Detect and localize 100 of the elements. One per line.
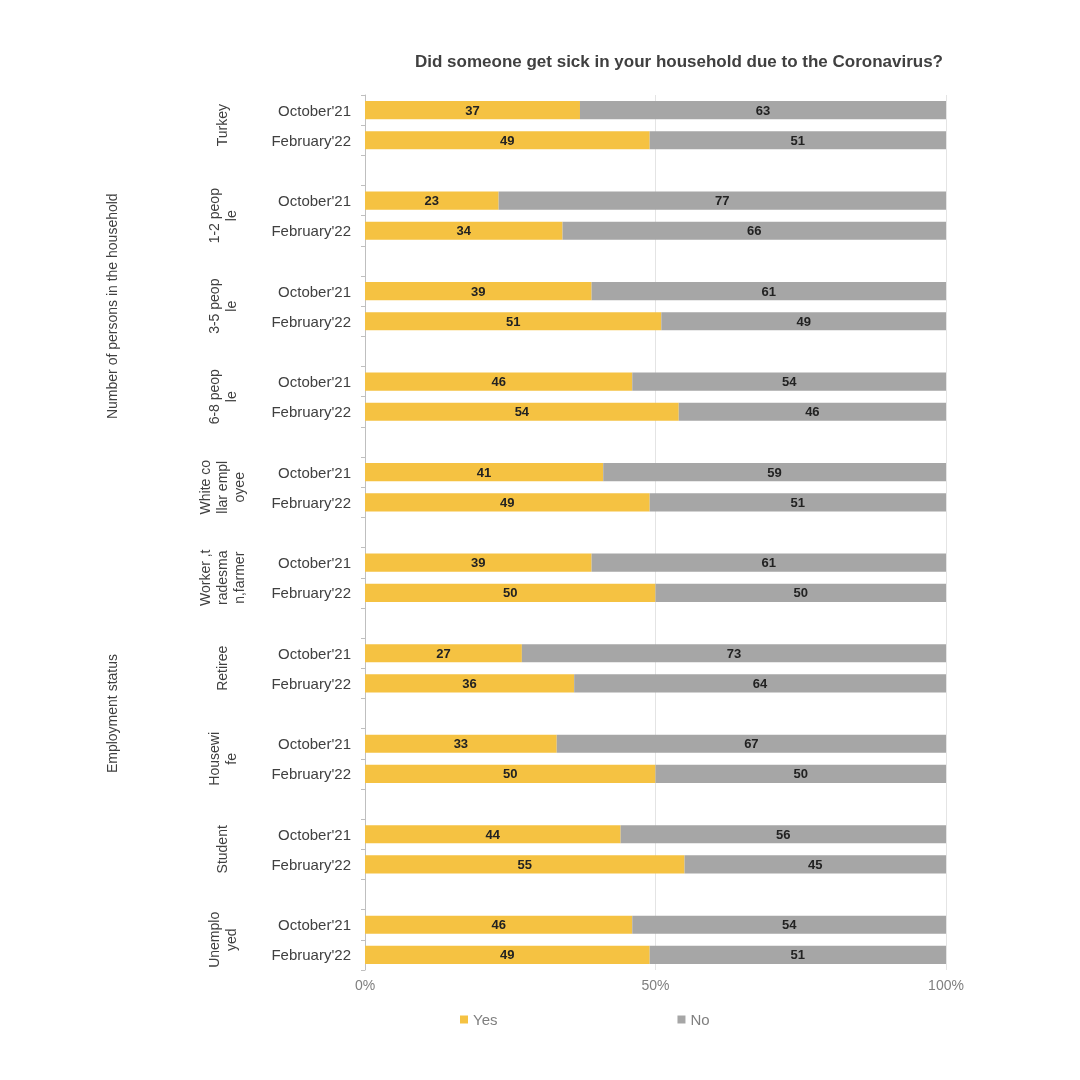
x-tick-label: 0% xyxy=(354,977,376,993)
bar xyxy=(521,644,946,663)
data-label: 37 xyxy=(465,102,480,118)
y-tick-label: October'21 xyxy=(278,463,351,481)
bar xyxy=(365,855,685,874)
data-label: 50 xyxy=(793,585,808,601)
text: Turkey xyxy=(214,104,230,147)
bar xyxy=(678,402,946,421)
bar xyxy=(632,915,946,934)
text: Student xyxy=(214,825,230,874)
data-label: 49 xyxy=(500,494,515,510)
text: Unemployed xyxy=(205,911,239,968)
bar xyxy=(556,734,946,753)
bar xyxy=(574,674,946,693)
bar xyxy=(649,945,946,964)
data-label: 51 xyxy=(790,947,806,963)
y-tick-label: February'22 xyxy=(271,946,351,964)
bar xyxy=(365,674,575,693)
data-label: 61 xyxy=(761,283,777,299)
data-label: 56 xyxy=(776,826,791,842)
y-tick-label: February'22 xyxy=(271,765,351,783)
data-label: 63 xyxy=(755,102,771,118)
data-label: 27 xyxy=(436,645,451,661)
text: Worker ,tradesman,farmer xyxy=(197,549,247,607)
data-label: 50 xyxy=(503,766,518,782)
bar xyxy=(603,463,946,482)
text: Retiree xyxy=(214,645,230,691)
chart-title: Did someone get sick in your household due to the Coronavirus? xyxy=(415,52,944,71)
bar xyxy=(649,131,946,150)
bar xyxy=(365,312,662,331)
bar xyxy=(365,463,604,482)
y-tick-label: October'21 xyxy=(278,101,351,119)
bar xyxy=(562,221,946,240)
bar xyxy=(620,825,946,844)
y-tick-label: October'21 xyxy=(278,644,351,662)
data-label: 59 xyxy=(767,464,782,480)
data-label: 73 xyxy=(726,645,742,661)
data-label: 51 xyxy=(790,494,806,510)
data-label: 46 xyxy=(491,374,506,390)
bar xyxy=(365,282,592,301)
y-tick-label: October'21 xyxy=(278,735,351,753)
x-tick-label: 100% xyxy=(928,977,964,993)
data-label: 39 xyxy=(471,283,486,299)
legend-label: No xyxy=(690,1011,710,1028)
bar xyxy=(655,583,946,602)
y-tick-label: February'22 xyxy=(271,222,351,240)
text: Number of persons in the household xyxy=(104,193,120,420)
data-label: 55 xyxy=(517,856,533,872)
data-label: 46 xyxy=(805,404,820,420)
bar xyxy=(365,101,580,120)
x-tick-label: 50% xyxy=(641,977,670,993)
bar xyxy=(365,553,592,572)
bar xyxy=(365,372,633,391)
y-tick-label: February'22 xyxy=(271,493,351,511)
data-label: 51 xyxy=(505,313,521,329)
bar xyxy=(365,915,633,934)
bar xyxy=(365,402,679,421)
bar xyxy=(365,493,650,512)
y-tick-label: October'21 xyxy=(278,554,351,572)
bar xyxy=(365,191,499,210)
y-tick-label: October'21 xyxy=(278,373,351,391)
bar xyxy=(632,372,946,391)
data-label: 39 xyxy=(471,555,486,571)
text: White collar employee xyxy=(197,459,247,515)
bar xyxy=(655,764,946,783)
text: Employment status xyxy=(104,654,120,774)
data-label: 66 xyxy=(747,223,762,239)
bar xyxy=(365,221,563,240)
bar xyxy=(649,493,946,512)
bar xyxy=(365,644,522,663)
bar xyxy=(579,101,946,120)
y-tick-label: February'22 xyxy=(271,674,351,692)
data-label: 54 xyxy=(781,374,798,390)
data-label: 51 xyxy=(790,132,806,148)
data-label: 49 xyxy=(796,313,811,329)
y-tick-label: February'22 xyxy=(271,131,351,149)
data-label: 50 xyxy=(793,766,808,782)
text: 6-8 people xyxy=(205,368,239,425)
bar xyxy=(365,764,656,783)
bar xyxy=(365,945,650,964)
data-label: 50 xyxy=(503,585,518,601)
y-tick-label: February'22 xyxy=(271,403,351,421)
y-tick-label: October'21 xyxy=(278,916,351,934)
y-tick-label: October'21 xyxy=(278,282,351,300)
y-tick-label: October'21 xyxy=(278,192,351,210)
data-label: 45 xyxy=(808,856,823,872)
data-label: 61 xyxy=(761,555,777,571)
text: Housewife xyxy=(205,731,239,786)
bar xyxy=(365,131,650,150)
bar xyxy=(498,191,946,210)
data-label: 23 xyxy=(424,193,440,209)
bar xyxy=(684,855,946,874)
y-tick-label: February'22 xyxy=(271,855,351,873)
data-label: 49 xyxy=(500,132,515,148)
bar xyxy=(661,312,946,331)
text: 3-5 people xyxy=(205,278,239,334)
data-label: 49 xyxy=(500,947,515,963)
data-label: 41 xyxy=(476,464,492,480)
text: 1-2 people xyxy=(205,187,239,244)
y-tick-label: October'21 xyxy=(278,825,351,843)
